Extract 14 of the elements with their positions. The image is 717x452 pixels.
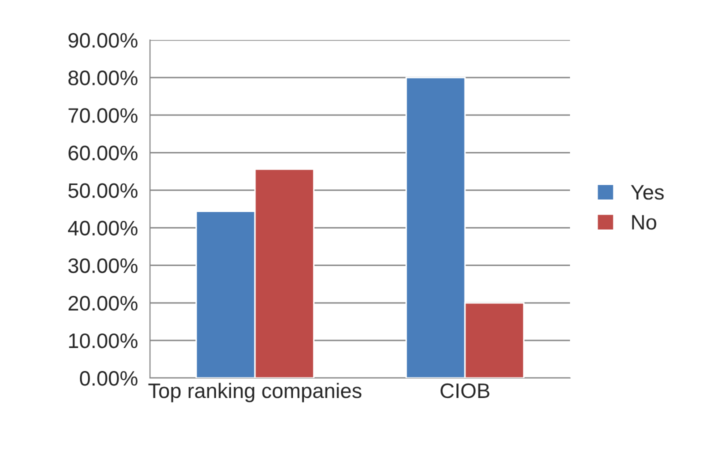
y-tick-label: 70.00% <box>68 108 138 123</box>
y-tick-label: 50.00% <box>68 183 138 198</box>
y-tick-label: 10.00% <box>69 333 138 348</box>
legend-label: No <box>632 215 656 230</box>
y-tick-label: 80.00% <box>68 70 138 86</box>
legend-label: Yes <box>630 185 664 200</box>
x-tick-label: Top ranking companies <box>148 382 362 402</box>
y-tick-label: 40.00% <box>68 220 138 236</box>
y-tick-label: 60.00% <box>68 146 138 160</box>
x-tick-label: CIOB <box>440 383 490 398</box>
y-tick-label: 30.00% <box>68 258 138 274</box>
y-tick-label: 90.00% <box>68 33 138 48</box>
y-tick-label: 20.00% <box>68 296 138 311</box>
y-tick-label: 0.00% <box>80 371 138 386</box>
